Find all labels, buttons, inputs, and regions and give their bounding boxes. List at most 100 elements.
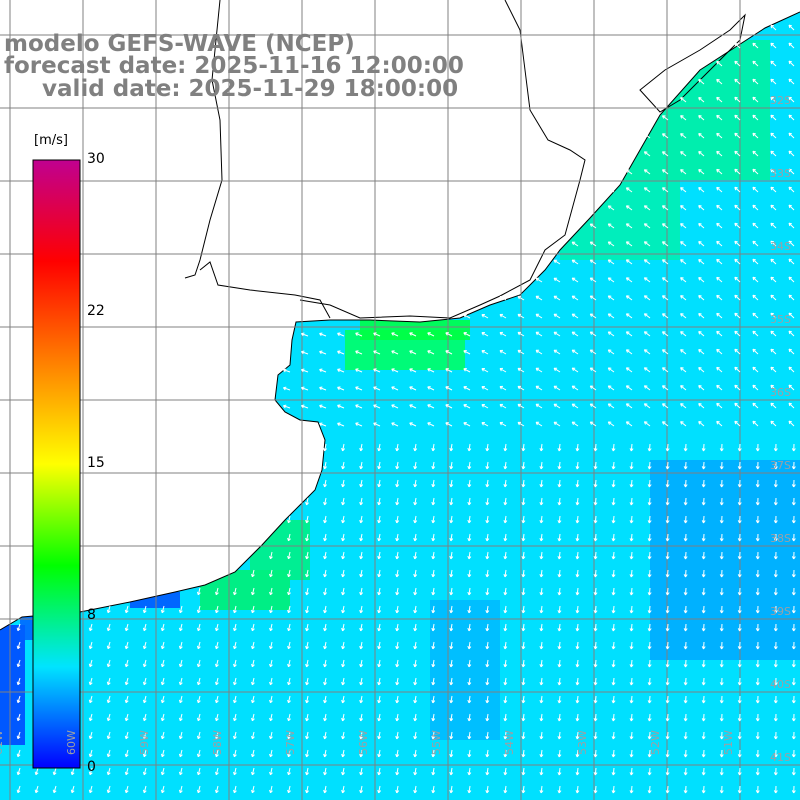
- wind-arrow-head: [589, 385, 594, 389]
- wind-arrow: [535, 403, 543, 409]
- wind-arrow-head: [557, 645, 562, 650]
- wind-arrow-head: [611, 628, 616, 632]
- wind-arrow: [680, 241, 687, 247]
- wind-arrow: [553, 349, 561, 355]
- wind-arrow-head: [662, 259, 666, 263]
- wind-arrow: [432, 569, 435, 577]
- wind-arrow: [89, 659, 93, 667]
- wind-arrow-head: [463, 422, 467, 426]
- wind-arrow-head: [680, 169, 684, 173]
- wind-arrow: [630, 659, 633, 668]
- wind-arrow-head: [178, 771, 183, 776]
- wind-arrow-head: [662, 223, 666, 227]
- wind-arrow-head: [449, 681, 454, 686]
- wind-arrow: [233, 785, 237, 793]
- wind-arrow: [553, 403, 561, 409]
- wind-arrow-head: [481, 368, 485, 372]
- lon-label: 51W: [722, 730, 735, 755]
- wind-arrow-head: [503, 682, 508, 686]
- wind-arrow-head: [467, 537, 472, 542]
- wind-arrow: [716, 421, 723, 427]
- wind-arrow-head: [503, 538, 508, 542]
- wind-arrow-head: [142, 735, 147, 740]
- wind-arrow-head: [427, 386, 431, 390]
- wind-arrow: [680, 187, 687, 193]
- wind-arrow: [648, 569, 651, 578]
- wind-arrow: [608, 331, 615, 337]
- wind-arrow-head: [395, 573, 400, 578]
- wind-arrow-head: [607, 277, 612, 281]
- wind-arrow: [594, 695, 597, 704]
- wind-arrow-head: [16, 699, 21, 704]
- wind-arrow-head: [791, 448, 796, 452]
- wind-arrow-head: [611, 574, 616, 578]
- wind-arrow-head: [521, 591, 526, 596]
- wind-arrow: [752, 330, 759, 337]
- wind-arrow-head: [106, 645, 111, 650]
- wind-arrow-head: [124, 609, 129, 614]
- wind-arrow-head: [106, 753, 111, 758]
- wind-arrow-head: [773, 520, 778, 524]
- wind-arrow-head: [431, 627, 436, 632]
- wind-arrow: [608, 385, 615, 391]
- wind-arrow-head: [16, 627, 21, 632]
- wind-arrow-head: [662, 295, 666, 299]
- wind-arrow: [590, 385, 597, 391]
- wind-arrow: [590, 223, 597, 229]
- wind-arrow: [35, 785, 39, 793]
- wind-arrow: [468, 551, 471, 559]
- wind-arrow: [648, 443, 651, 452]
- wind-arrow-head: [106, 609, 111, 614]
- wind-arrow-head: [791, 664, 796, 668]
- wind-arrow: [788, 168, 795, 175]
- wind-arrow: [680, 115, 687, 121]
- wind-arrow: [576, 587, 579, 596]
- wind-arrow-head: [716, 384, 720, 389]
- wind-arrow: [143, 605, 147, 613]
- wind-arrow-head: [647, 646, 652, 650]
- wind-arrow: [360, 695, 363, 703]
- wind-arrow: [288, 623, 291, 631]
- wind-arrow: [644, 313, 651, 319]
- wind-arrow: [378, 515, 381, 523]
- wind-arrow: [432, 767, 435, 775]
- wind-arrow-head: [503, 610, 508, 614]
- wind-arrow: [197, 659, 201, 667]
- wind-arrow: [414, 623, 417, 631]
- wind-arrow-head: [323, 681, 327, 686]
- wind-arrow: [306, 695, 309, 703]
- wind-arrow: [630, 623, 633, 632]
- wind-arrow: [89, 731, 93, 739]
- wind-arrow-head: [755, 754, 760, 758]
- wind-arrow-head: [647, 772, 652, 776]
- wind-arrow-head: [683, 718, 688, 722]
- wind-arrow: [463, 422, 471, 427]
- wind-arrow-head: [535, 313, 540, 318]
- wind-arrow-head: [773, 790, 778, 794]
- wind-cell: [430, 600, 500, 740]
- wind-arrow: [680, 97, 687, 103]
- wind-arrow: [685, 587, 687, 596]
- wind-arrow: [89, 713, 93, 721]
- wind-arrow: [576, 695, 579, 704]
- wind-arrow: [608, 187, 615, 193]
- border-lines: [184, 0, 586, 319]
- wind-arrow-head: [643, 313, 648, 317]
- wind-arrow: [734, 150, 741, 157]
- wind-arrow-head: [485, 483, 490, 488]
- wind-arrow-head: [467, 681, 472, 686]
- wind-arrow-head: [142, 771, 147, 776]
- wind-arrow: [662, 331, 669, 337]
- wind-arrow-head: [629, 754, 634, 758]
- wind-arrow-head: [643, 421, 648, 425]
- wind-arrow-head: [770, 132, 774, 137]
- wind-arrow-head: [662, 133, 666, 137]
- wind-arrow-head: [535, 367, 540, 372]
- wind-arrow-head: [701, 484, 706, 488]
- wind-arrow-head: [521, 627, 526, 632]
- wind-arrow: [752, 384, 759, 391]
- wind-arrow: [125, 785, 129, 793]
- wind-arrow-head: [734, 132, 738, 137]
- wind-arrow-head: [788, 60, 793, 65]
- wind-arrow-head: [607, 421, 612, 425]
